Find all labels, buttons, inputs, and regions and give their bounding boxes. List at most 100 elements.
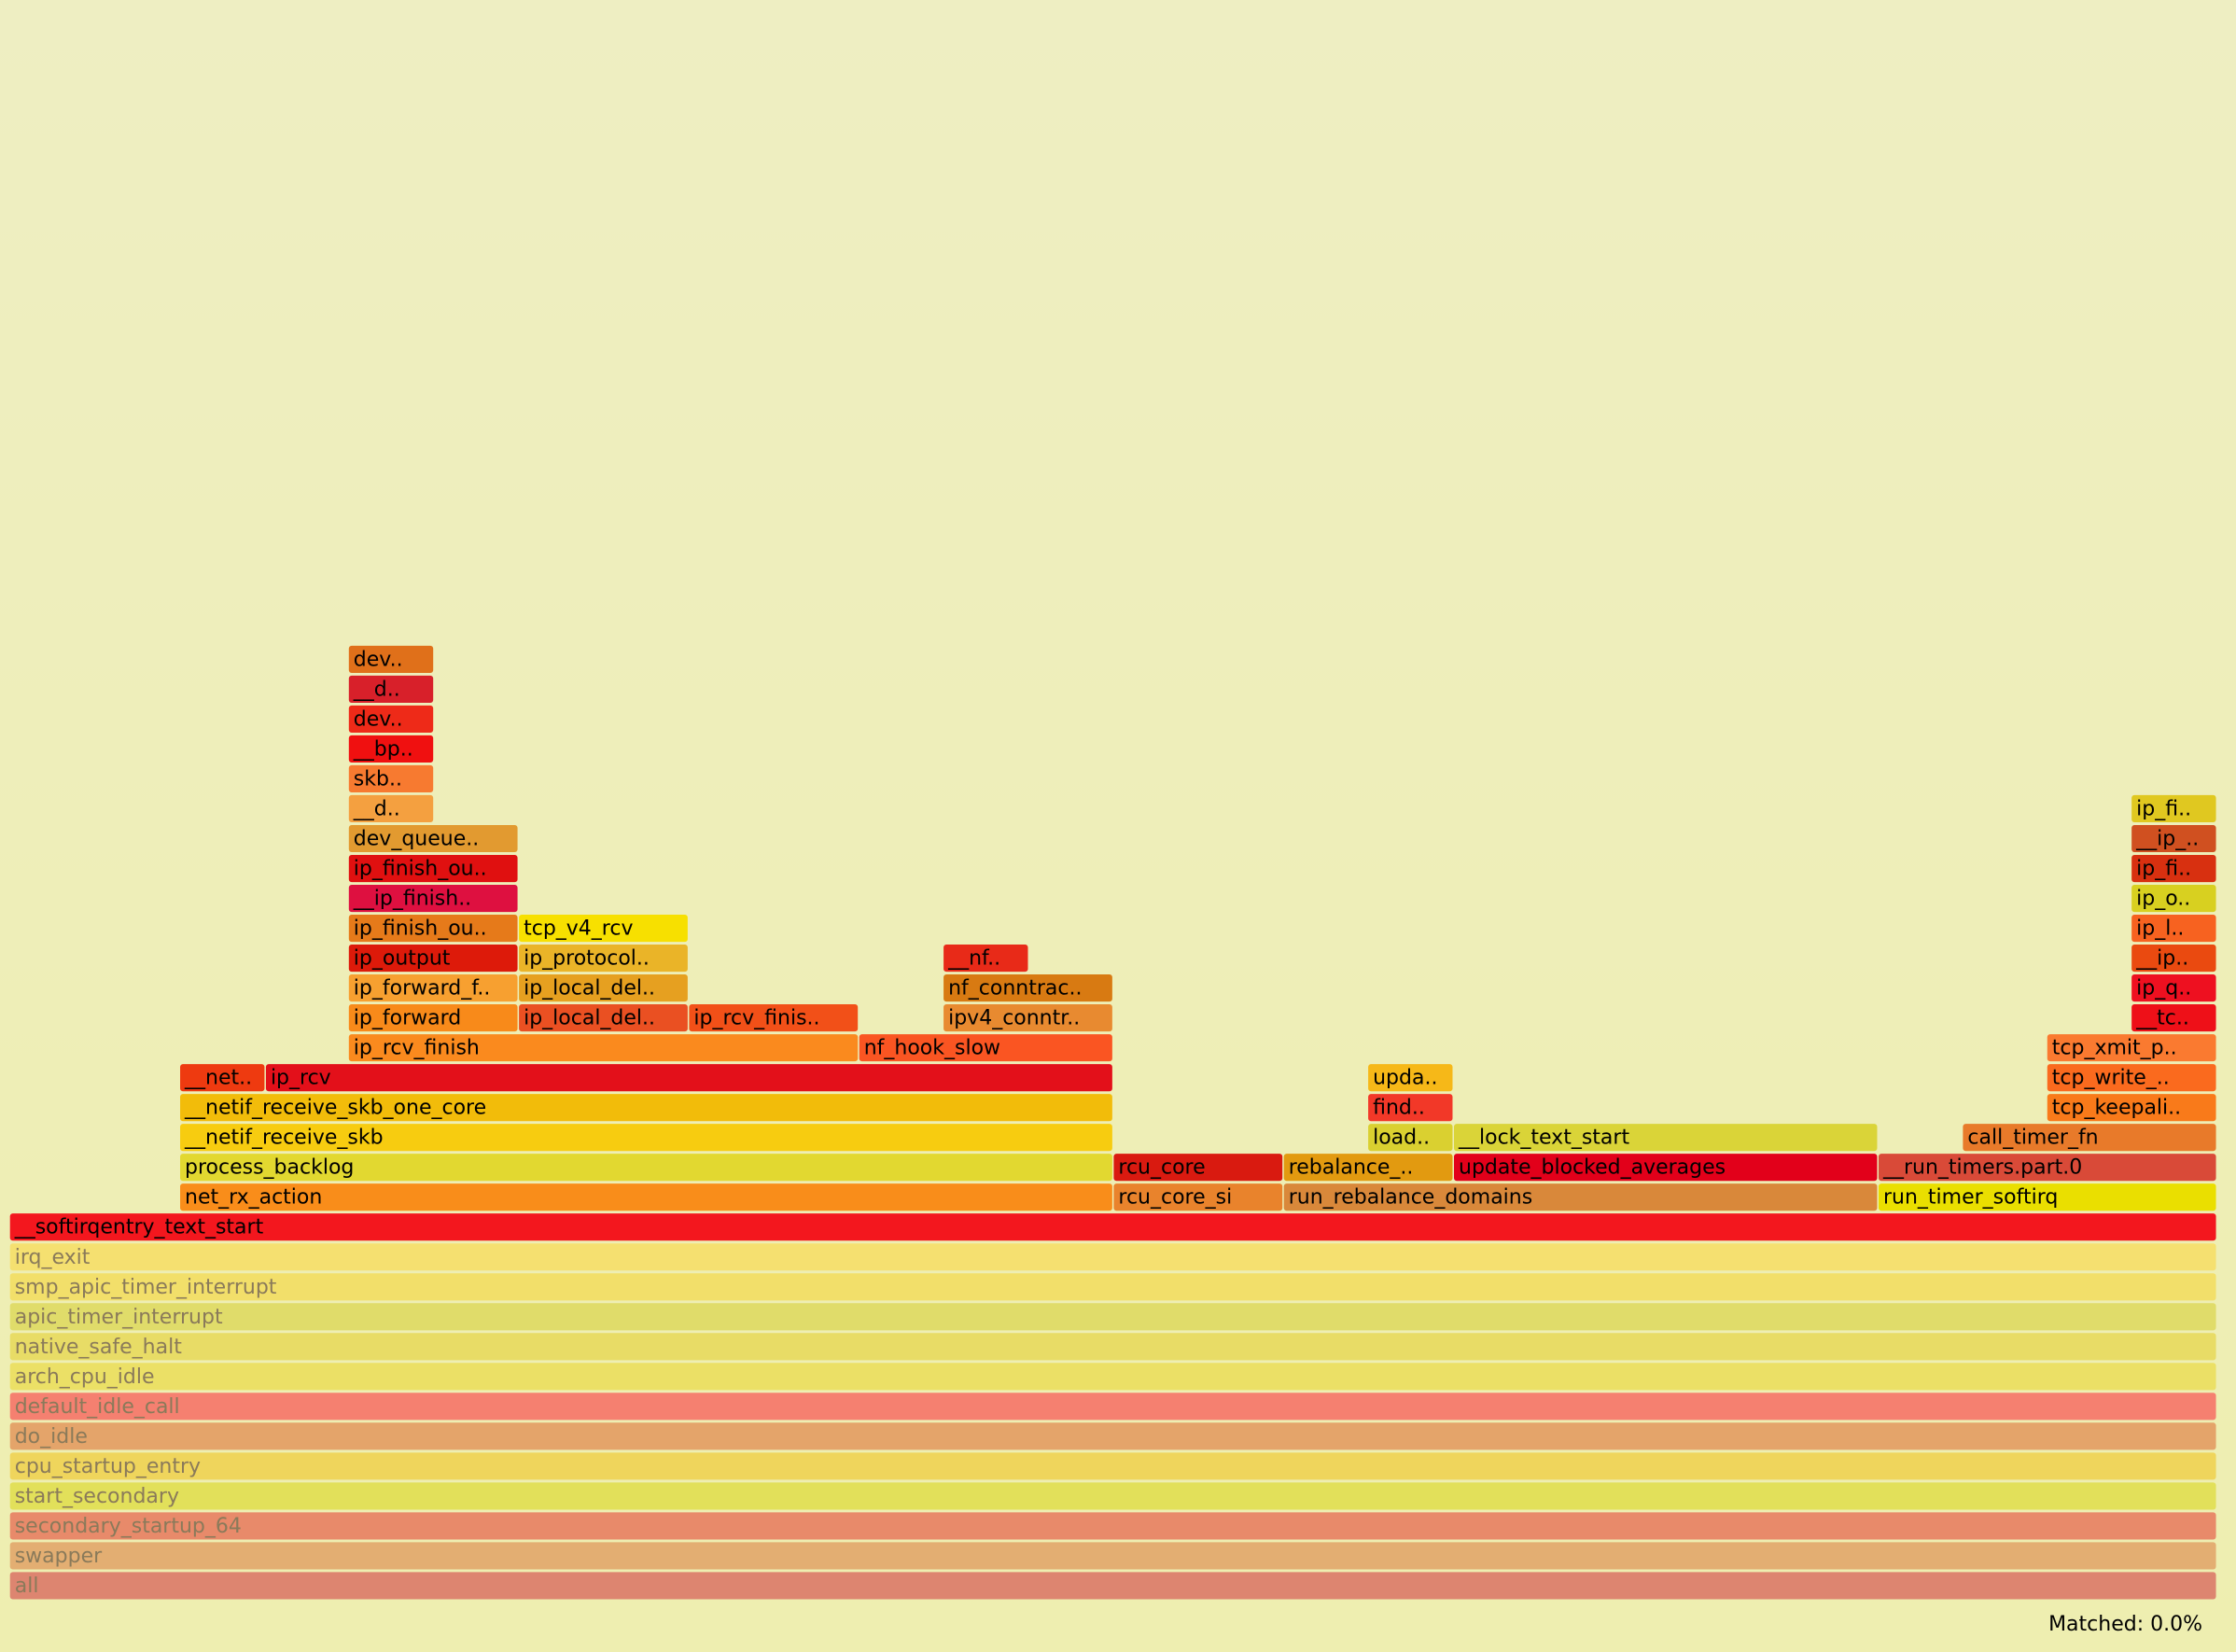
- frame-rect: [2131, 1004, 2216, 1032]
- frame-label: apic_timer_interrupt: [15, 1306, 223, 1329]
- frame[interactable]: rcu_core: [1113, 1154, 1283, 1182]
- frame-rect: [1963, 1124, 2216, 1152]
- frame-label: __run_timers.part.0: [1882, 1156, 2082, 1180]
- frame-label: tcp_write_..: [2052, 1067, 2170, 1090]
- frame[interactable]: __ip_..: [2131, 824, 2216, 853]
- frame[interactable]: find..: [1368, 1094, 1453, 1122]
- frame[interactable]: ip_q..: [2131, 974, 2216, 1002]
- frame[interactable]: skb..: [348, 764, 434, 793]
- frame[interactable]: cpu_startup_entry: [9, 1452, 2216, 1480]
- frame[interactable]: __d..: [348, 794, 434, 823]
- frame[interactable]: ipv4_conntr..: [943, 1004, 1112, 1032]
- frame[interactable]: ip_l..: [2131, 915, 2216, 943]
- frame[interactable]: ip_forward_f..: [348, 974, 518, 1002]
- frame[interactable]: ip_protocol..: [519, 945, 688, 973]
- frame[interactable]: __lock_text_start: [1454, 1124, 1878, 1152]
- frame-label: ip_finish_ou..: [354, 917, 487, 941]
- frame[interactable]: __d..: [348, 675, 434, 703]
- frame[interactable]: ip_local_del..: [519, 1004, 688, 1032]
- frame[interactable]: ip_rcv_finish: [348, 1034, 859, 1062]
- frame-rect: [9, 1243, 2216, 1271]
- frame[interactable]: process_backlog: [180, 1154, 1112, 1182]
- frame[interactable]: load..: [1368, 1124, 1453, 1152]
- frame-label: secondary_startup_64: [15, 1515, 242, 1538]
- frame[interactable]: __netif_receive_skb: [180, 1124, 1112, 1152]
- frame[interactable]: nf_conntrac..: [943, 974, 1112, 1002]
- frame-label: ip_l..: [2136, 917, 2184, 941]
- frame[interactable]: tcp_keepali..: [2047, 1094, 2216, 1122]
- frame-label: update_blocked_averages: [1459, 1156, 1726, 1180]
- frame[interactable]: default_idle_call: [9, 1393, 2216, 1421]
- frame-label: call_timer_fn: [1967, 1127, 2098, 1150]
- frame[interactable]: dev_queue..: [348, 824, 518, 853]
- frame[interactable]: __ip..: [2131, 945, 2216, 973]
- frame[interactable]: call_timer_fn: [1963, 1124, 2216, 1152]
- frame[interactable]: __netif_receive_skb_one_core: [180, 1094, 1112, 1122]
- frame[interactable]: dev..: [348, 705, 434, 733]
- frame[interactable]: net_rx_action: [180, 1183, 1112, 1211]
- frame[interactable]: native_safe_halt: [9, 1333, 2216, 1361]
- frame-rect: [348, 735, 434, 763]
- frame[interactable]: tcp_xmit_p..: [2047, 1034, 2216, 1062]
- frame-label: ip_forward: [354, 1007, 461, 1030]
- frame[interactable]: secondary_startup_64: [9, 1512, 2216, 1540]
- frame[interactable]: ip_fi..: [2131, 794, 2216, 823]
- frame-rect: [348, 764, 434, 793]
- frame[interactable]: arch_cpu_idle: [9, 1363, 2216, 1391]
- frame[interactable]: __net..: [180, 1064, 265, 1092]
- frame-rect: [2131, 884, 2216, 913]
- frame-label: default_idle_call: [15, 1395, 180, 1419]
- frame[interactable]: all: [9, 1572, 2216, 1600]
- frame[interactable]: ip_output: [348, 945, 518, 973]
- frame[interactable]: do_idle: [9, 1422, 2216, 1450]
- frame-label: __ip_finish..: [353, 888, 471, 911]
- frame-rect: [9, 1572, 2216, 1600]
- frame[interactable]: ip_rcv_finis..: [689, 1004, 859, 1032]
- frame[interactable]: __nf..: [943, 945, 1028, 973]
- frame-label: tcp_xmit_p..: [2052, 1037, 2177, 1060]
- frame-rect: [180, 1183, 1112, 1211]
- frame[interactable]: ip_local_del..: [519, 974, 688, 1002]
- frame[interactable]: irq_exit: [9, 1243, 2216, 1271]
- frame-label: upda..: [1373, 1067, 1437, 1090]
- frame[interactable]: ip_finish_ou..: [348, 854, 518, 883]
- frame-label: ip_rcv_finis..: [693, 1007, 819, 1030]
- frame-rect: [9, 1303, 2216, 1331]
- frame[interactable]: start_secondary: [9, 1482, 2216, 1510]
- frame[interactable]: ip_rcv: [265, 1064, 1112, 1092]
- frame-rect: [348, 675, 434, 703]
- frame[interactable]: apic_timer_interrupt: [9, 1303, 2216, 1331]
- frame[interactable]: ip_forward: [348, 1004, 518, 1032]
- frame[interactable]: __bp..: [348, 735, 434, 763]
- frame[interactable]: smp_apic_timer_interrupt: [9, 1273, 2216, 1301]
- frame-rect: [9, 1422, 2216, 1450]
- frame[interactable]: tcp_v4_rcv: [519, 915, 688, 943]
- frame[interactable]: update_blocked_averages: [1454, 1154, 1878, 1182]
- frame[interactable]: run_timer_softirq: [1879, 1183, 2216, 1211]
- frame-label: ip_o..: [2136, 888, 2190, 911]
- frame[interactable]: __run_timers.part.0: [1879, 1154, 2216, 1182]
- frame[interactable]: dev..: [348, 645, 434, 673]
- frame-label: __ip_..: [2135, 828, 2199, 851]
- frame[interactable]: ip_o..: [2131, 884, 2216, 913]
- frame[interactable]: __ip_finish..: [348, 884, 518, 913]
- frame[interactable]: rebalance_..: [1283, 1154, 1453, 1182]
- frame[interactable]: nf_hook_slow: [859, 1034, 1112, 1062]
- frame[interactable]: rcu_core_si: [1113, 1183, 1283, 1211]
- frame-label: rebalance_..: [1289, 1156, 1414, 1180]
- frame[interactable]: tcp_write_..: [2047, 1064, 2216, 1092]
- frame-label: __ip..: [2135, 947, 2188, 971]
- frame[interactable]: run_rebalance_domains: [1283, 1183, 1878, 1211]
- frame-label: start_secondary: [15, 1485, 179, 1508]
- frame[interactable]: upda..: [1368, 1064, 1453, 1092]
- frame[interactable]: ip_fi..: [2131, 854, 2216, 883]
- matched-status: Matched: 0.0%: [2048, 1613, 2202, 1636]
- frame-rect: [1283, 1154, 1453, 1182]
- frame[interactable]: ip_finish_ou..: [348, 915, 518, 943]
- frame-rect: [1879, 1154, 2216, 1182]
- frame-label: ip_fi..: [2136, 858, 2191, 881]
- frame[interactable]: __tc..: [2131, 1004, 2216, 1032]
- frame[interactable]: swapper: [9, 1542, 2216, 1570]
- frame[interactable]: __softirqentry_text_start: [9, 1213, 2216, 1241]
